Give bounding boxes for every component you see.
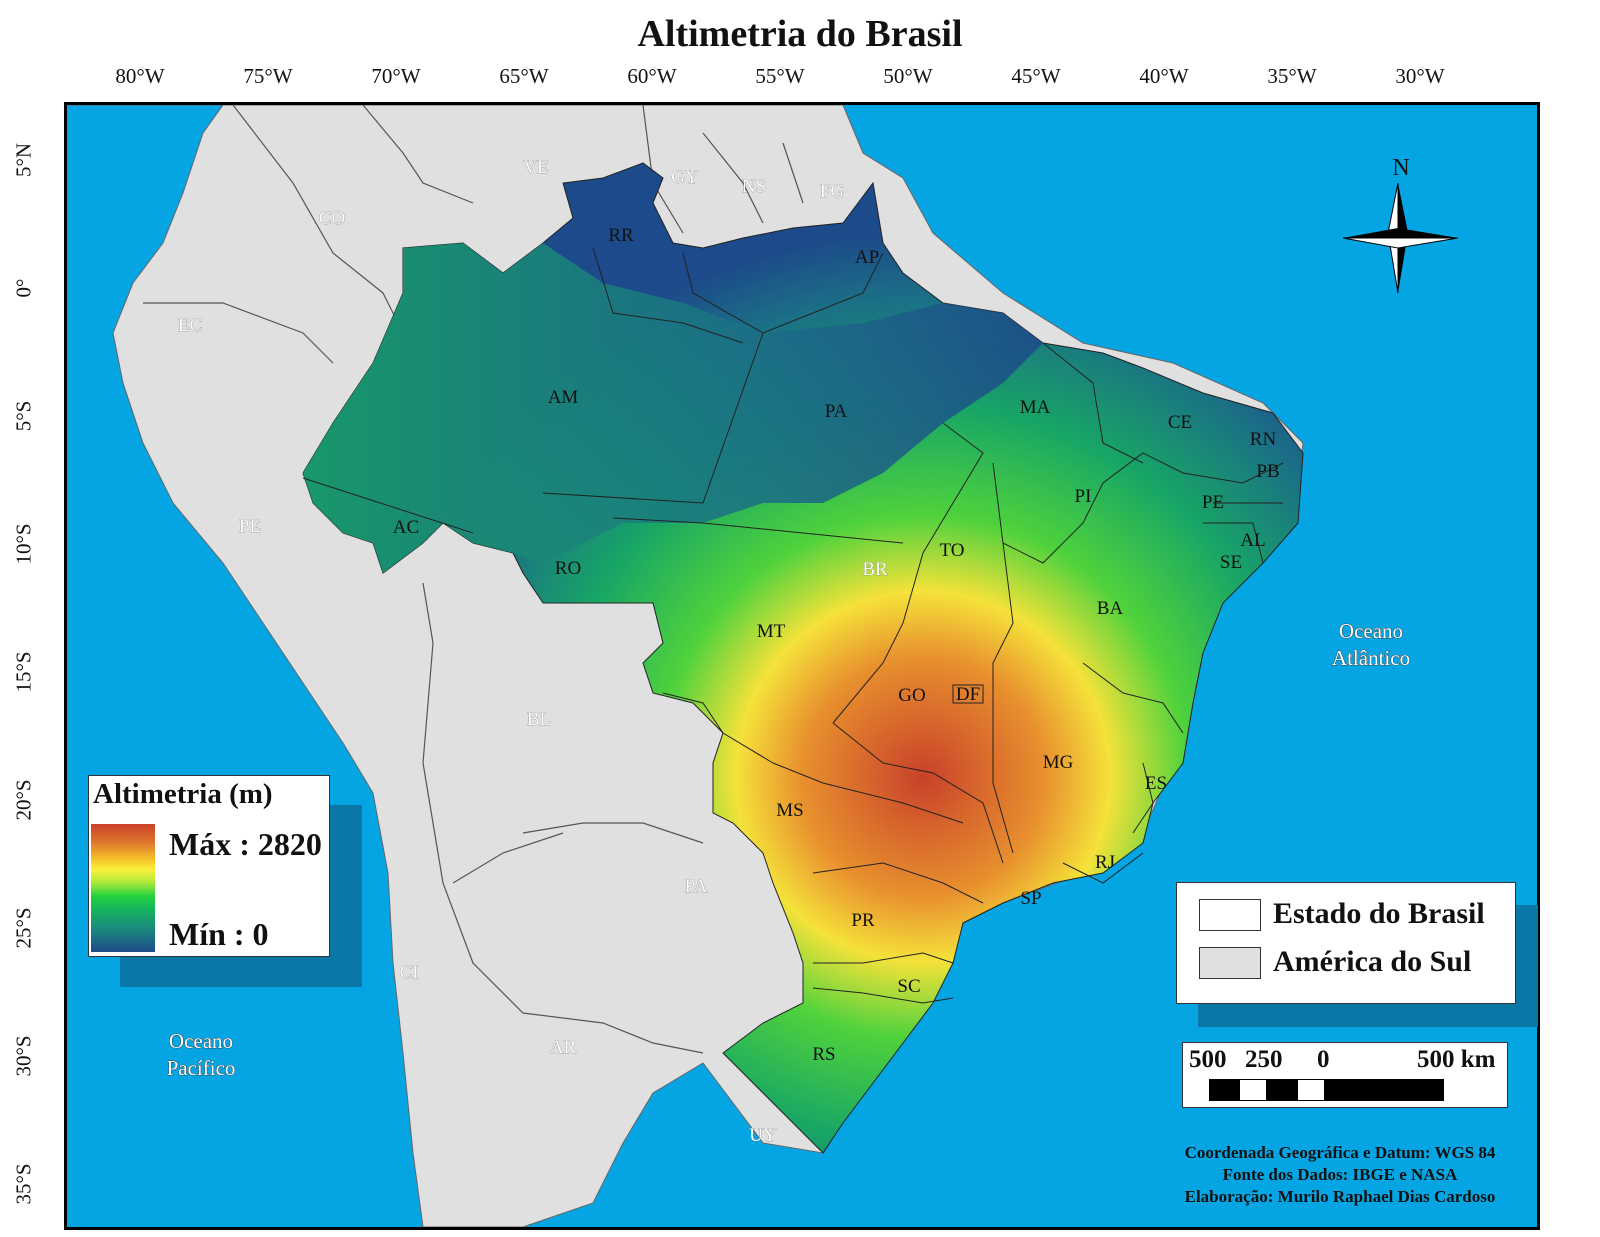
- country-label: BL: [527, 709, 551, 730]
- elevation-color-ramp: [91, 824, 155, 952]
- boundaries-legend: Estado do Brasil América do Sul: [1176, 882, 1516, 1004]
- longitude-label: 40°W: [1139, 64, 1189, 88]
- state-label: TO: [940, 540, 965, 561]
- longitude-label: 45°W: [1011, 64, 1061, 88]
- state-label: PE: [1202, 492, 1224, 513]
- state-label: RN: [1250, 429, 1277, 450]
- north-arrow: [1342, 182, 1459, 294]
- map-title: Altimetria do Brasil: [637, 13, 963, 55]
- south-america-swatch: [1199, 947, 1261, 979]
- country-label: GY: [671, 167, 699, 188]
- scale-bar-segments: [1209, 1079, 1444, 1101]
- latitude-label: 20°S: [11, 779, 36, 821]
- longitude-label: 65°W: [499, 64, 549, 88]
- legend-max-label: Máx : 2820: [169, 826, 322, 862]
- state-label: SC: [897, 976, 920, 997]
- state-label: PI: [1075, 486, 1092, 507]
- state-label: MA: [1020, 397, 1051, 418]
- datum-credit: Coordenada Geográfica e Datum: WGS 84: [1184, 1143, 1496, 1162]
- longitude-label: 55°W: [755, 64, 805, 88]
- country-label: AR: [550, 1037, 577, 1058]
- country-label: CO: [319, 208, 345, 229]
- state-label: RJ: [1095, 852, 1115, 873]
- source-credit: Fonte dos Dados: IBGE e NASA: [1222, 1165, 1458, 1184]
- state-label: ES: [1145, 773, 1167, 794]
- state-label: AC: [393, 517, 419, 538]
- elevation-legend: Altimetria (m) Máx : 2820 Mín : 0: [88, 775, 330, 957]
- latitude-label: 15°S: [11, 651, 36, 693]
- state-borders: [302, 247, 1284, 1004]
- pacific-ocean-label: Pacífico: [167, 1056, 236, 1080]
- state-label: PA: [825, 401, 848, 422]
- latitude-label: 25°S: [11, 907, 36, 949]
- state-label: RO: [555, 558, 581, 579]
- scale-bar: 500 250 0 500 km: [1182, 1042, 1508, 1108]
- map-credits: Coordenada Geográfica e Datum: WGS 84 Fo…: [1140, 1142, 1540, 1208]
- longitude-label: 60°W: [627, 64, 677, 88]
- pacific-ocean-label: Oceano: [169, 1029, 233, 1053]
- north-arrow-label: N: [1392, 155, 1409, 181]
- state-label: AL: [1240, 530, 1265, 551]
- state-label: MG: [1043, 752, 1074, 773]
- scale-label: 250: [1245, 1046, 1283, 1073]
- state-label: MS: [776, 800, 803, 821]
- scale-bar-labels: 500 250 0 500 km: [1189, 1046, 1509, 1076]
- state-label: GO: [898, 685, 925, 706]
- state-label: CE: [1168, 412, 1192, 433]
- latitude-label: 5°S: [11, 400, 36, 432]
- state-swatch: [1199, 899, 1261, 931]
- state-label: MT: [757, 621, 786, 642]
- map-canvas: N AM PA MT BA MG MS GO DF TO MA PI CE RN…: [67, 105, 1459, 1227]
- state-label: AP: [855, 247, 879, 268]
- south-america-swatch-label: América do Sul: [1273, 945, 1472, 978]
- state-label: RR: [608, 225, 634, 246]
- country-label: UY: [749, 1125, 777, 1146]
- atlantic-ocean-label: Oceano: [1339, 619, 1403, 643]
- country-label: EC: [178, 315, 202, 336]
- country-label: VE: [523, 157, 548, 178]
- legend-title: Altimetria (m): [93, 778, 273, 810]
- author-credit: Elaboração: Murilo Raphael Dias Cardoso: [1184, 1187, 1496, 1206]
- capital-label: BR: [862, 559, 888, 580]
- longitude-label: 50°W: [883, 64, 933, 88]
- state-label: BA: [1097, 598, 1124, 619]
- state-label: RS: [812, 1044, 835, 1065]
- longitude-label: 35°W: [1267, 64, 1317, 88]
- latitude-label: 30°S: [11, 1035, 36, 1077]
- country-label: CI: [400, 962, 419, 983]
- country-label: FG: [820, 181, 845, 202]
- state-label: PR: [851, 910, 875, 931]
- state-label: DF: [956, 684, 980, 705]
- country-label: PA: [685, 876, 708, 897]
- longitude-label: 70°W: [371, 64, 421, 88]
- atlantic-ocean-label: Atlântico: [1332, 646, 1410, 670]
- country-label: NS: [742, 176, 766, 197]
- state-swatch-label: Estado do Brasil: [1273, 897, 1485, 930]
- scale-label: 500 km: [1417, 1046, 1496, 1073]
- amazon-lowlands: [303, 243, 1043, 573]
- longitude-label: 30°W: [1395, 64, 1445, 88]
- longitude-label: 80°W: [115, 64, 165, 88]
- map-frame: N AM PA MT BA MG MS GO DF TO MA PI CE RN…: [64, 102, 1540, 1230]
- scale-label: 500: [1189, 1046, 1227, 1073]
- state-label: PB: [1256, 461, 1279, 482]
- state-label: SP: [1020, 888, 1041, 909]
- longitude-label: 75°W: [243, 64, 293, 88]
- latitude-label: 35°S: [11, 1163, 36, 1205]
- state-label: AM: [548, 387, 579, 408]
- latitude-label: 10°S: [11, 523, 36, 565]
- legend-min-label: Mín : 0: [169, 916, 269, 952]
- scale-label: 0: [1317, 1046, 1330, 1073]
- state-label: SE: [1220, 552, 1242, 573]
- latitude-label: 5°N: [11, 142, 36, 178]
- latitude-label: 0°: [11, 278, 36, 298]
- country-label: PE: [239, 516, 261, 537]
